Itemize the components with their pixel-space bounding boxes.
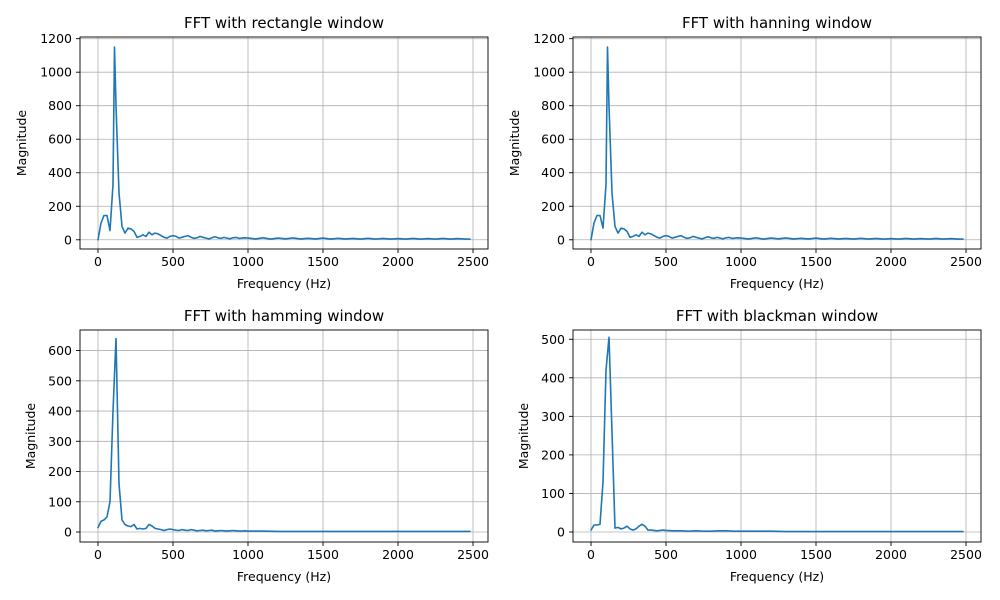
x-tick-label: 0	[587, 254, 595, 269]
fft-magnitude-line	[590, 336, 964, 533]
subplot-2: 0 500 1000 1500 2000 2500 0 200 400 600 800 1000 120…	[507, 14, 982, 291]
x-tick-label: 1000	[725, 547, 757, 562]
y-axis-label: Magnitude	[516, 403, 531, 470]
x-axis-label: Frequency (Hz)	[730, 569, 824, 584]
y-tick-label: 1200	[533, 31, 565, 46]
x-tick-label: 0	[94, 254, 102, 269]
x-tick-label: 1000	[725, 254, 757, 269]
x-tick-label: 1500	[307, 254, 339, 269]
y-tick-label: 800	[48, 98, 72, 113]
x-tick-label: 500	[654, 547, 678, 562]
y-tick-label: 1200	[40, 31, 72, 46]
x-tick-label: 500	[654, 254, 678, 269]
y-tick-label: 400	[541, 370, 565, 385]
subplot-1: 0 500 1000 1500 2000 2500 0 200 400 600 800 1000 120…	[14, 14, 489, 291]
y-tick-label: 0	[64, 525, 72, 540]
x-tick-label: 2500	[950, 254, 982, 269]
y-tick-label: 400	[48, 404, 72, 419]
axes-frame	[572, 329, 982, 543]
y-tick-label: 0	[64, 232, 72, 247]
y-tick-label: 600	[48, 132, 72, 147]
y-tick-label: 0	[557, 524, 565, 539]
x-tick-label: 0	[94, 547, 102, 562]
x-axis-label: Frequency (Hz)	[237, 569, 331, 584]
y-tick-label: 200	[48, 464, 72, 479]
y-tick-label: 200	[48, 199, 72, 214]
y-tick-label: 100	[48, 494, 72, 509]
fft-magnitude-line	[590, 46, 964, 241]
y-tick-label: 100	[541, 486, 565, 501]
x-tick-label: 1500	[307, 547, 339, 562]
y-tick-label: 300	[48, 434, 72, 449]
fft-magnitude-line	[97, 337, 471, 533]
y-tick-label: 1000	[533, 65, 565, 80]
x-tick-label: 1500	[800, 254, 832, 269]
y-tick-label: 0	[557, 232, 565, 247]
y-tick-label: 200	[541, 447, 565, 462]
x-tick-label: 1000	[232, 254, 264, 269]
x-tick-label: 500	[161, 254, 185, 269]
x-tick-label: 500	[161, 547, 185, 562]
x-axis-label: Frequency (Hz)	[237, 276, 331, 291]
y-tick-label: 500	[541, 332, 565, 347]
y-tick-label: 500	[48, 373, 72, 388]
axes-frame	[79, 329, 489, 543]
x-tick-label: 2000	[382, 547, 414, 562]
y-tick-label: 800	[541, 98, 565, 113]
y-tick-label: 300	[541, 409, 565, 424]
x-tick-label: 2500	[457, 547, 489, 562]
chart-title: FFT with rectangle window	[184, 14, 384, 32]
chart-title: FFT with hanning window	[682, 14, 872, 32]
subplot-4: 0 500 1000 1500 2000 2500 0 100 200 300 400 500 FFT …	[516, 307, 982, 584]
x-tick-label: 0	[587, 547, 595, 562]
x-axis-label: Frequency (Hz)	[730, 276, 824, 291]
subplot-3: 0 500 1000 1500 2000 2500 0 100 200 300 400 500 600 F…	[23, 307, 489, 584]
y-tick-label: 600	[541, 132, 565, 147]
y-tick-label: 400	[48, 165, 72, 180]
axes-frame	[572, 36, 982, 250]
y-tick-label: 1000	[40, 65, 72, 80]
x-tick-label: 2000	[875, 254, 907, 269]
x-tick-label: 2000	[875, 547, 907, 562]
x-tick-label: 2000	[382, 254, 414, 269]
x-tick-label: 2500	[457, 254, 489, 269]
x-tick-label: 1500	[800, 547, 832, 562]
y-tick-label: 600	[48, 343, 72, 358]
y-tick-label: 200	[541, 199, 565, 214]
y-axis-label: Magnitude	[23, 403, 38, 470]
y-axis-label: Magnitude	[14, 110, 29, 177]
x-tick-label: 2500	[950, 547, 982, 562]
chart-title: FFT with blackman window	[676, 307, 878, 325]
fft-magnitude-line	[97, 46, 471, 241]
x-tick-label: 1000	[232, 547, 264, 562]
y-axis-label: Magnitude	[507, 110, 522, 177]
axes-frame	[79, 36, 489, 250]
chart-title: FFT with hamming window	[184, 307, 384, 325]
y-tick-label: 400	[541, 165, 565, 180]
